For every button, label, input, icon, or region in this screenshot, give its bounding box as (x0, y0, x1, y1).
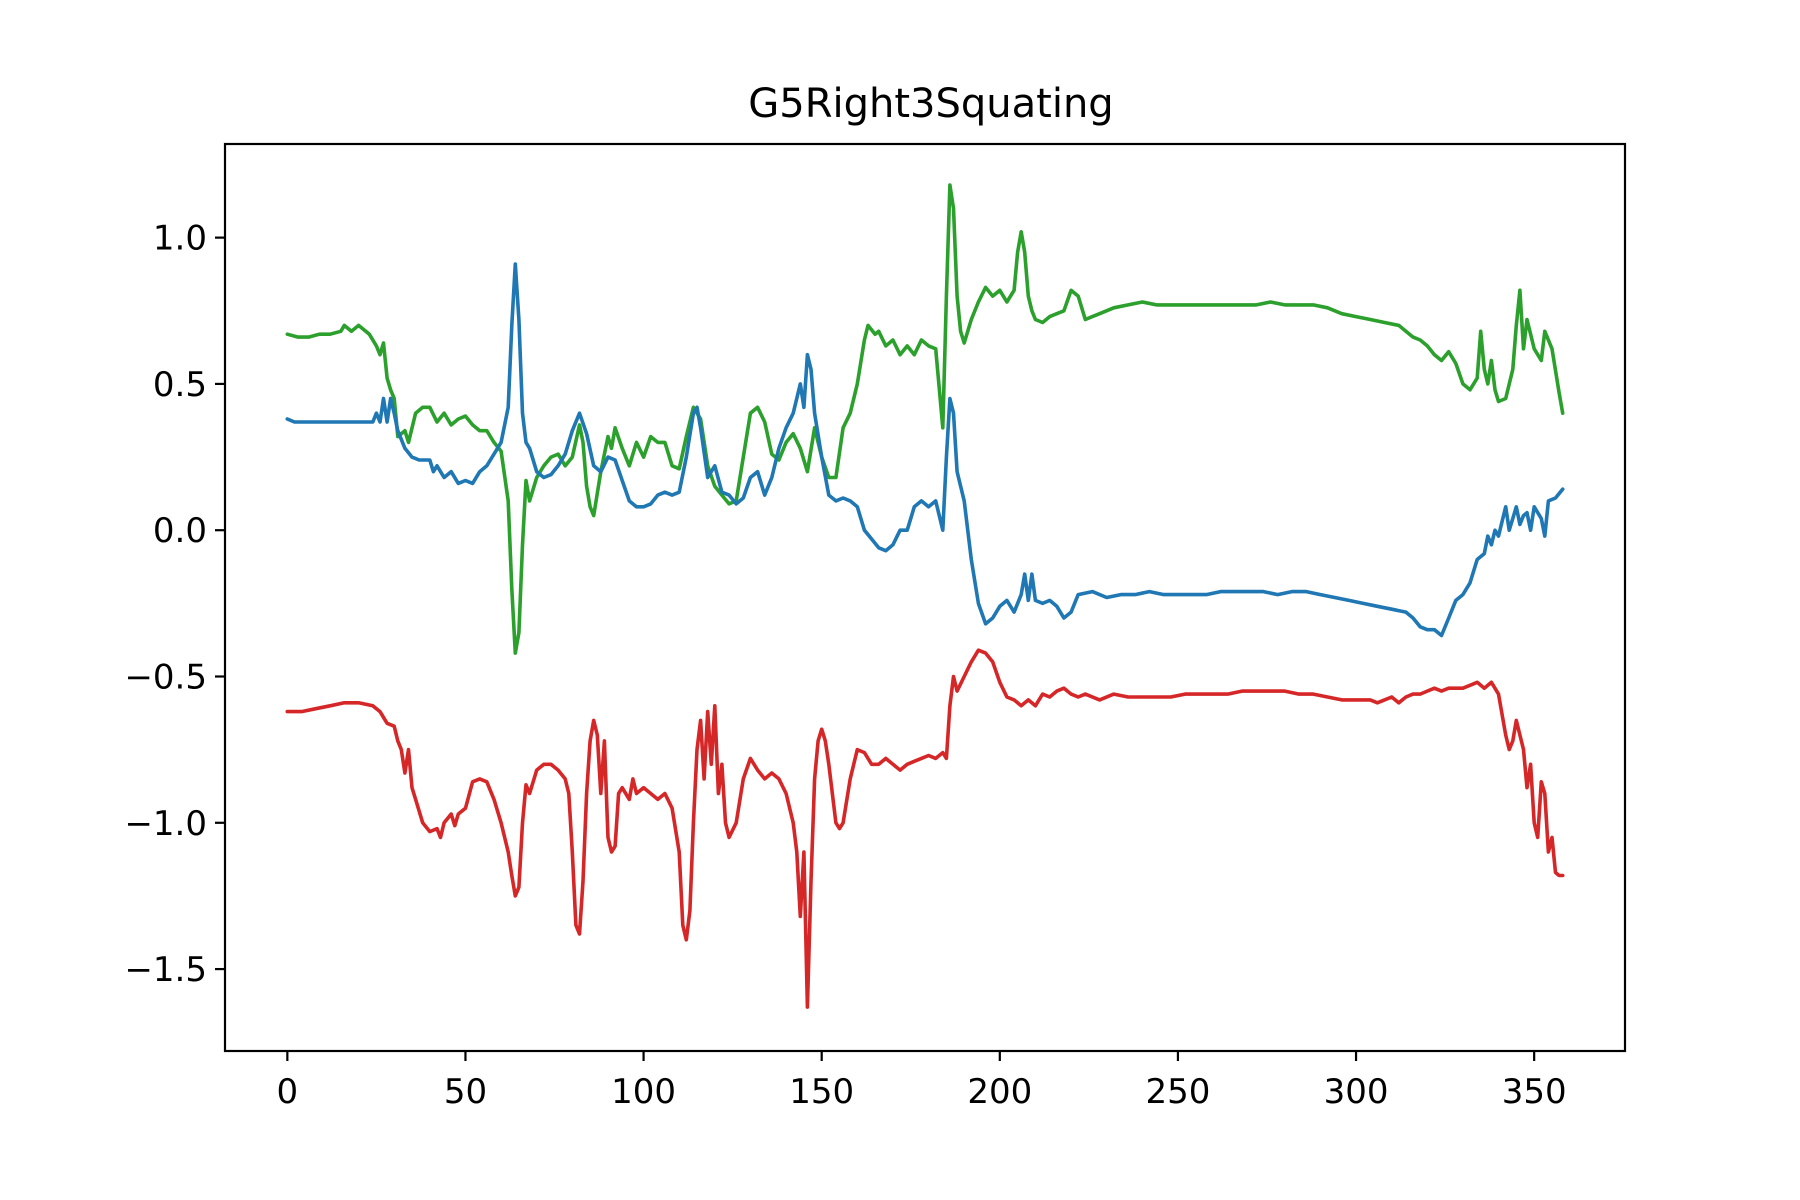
x-tick-label: 300 (1324, 1072, 1389, 1112)
y-axis: 1.0 0.5 0.0 −0.5 −1.0 −1.5 (124, 219, 225, 990)
y-tick-label: 0.0 (153, 511, 207, 551)
x-tick-label: 200 (967, 1072, 1032, 1112)
y-tick-label: 1.0 (153, 219, 207, 259)
y-tick-label: −1.5 (124, 950, 207, 990)
plot-frame (223, 142, 1627, 1053)
series-line-3 (285, 648, 1565, 1009)
y-tick-label: 0.5 (153, 365, 207, 405)
x-tick-label: 350 (1502, 1072, 1567, 1112)
x-tick-label: 150 (789, 1072, 854, 1112)
y-tick-label: −0.5 (124, 657, 207, 697)
series-line-2 (285, 262, 1565, 638)
x-tick-label: 100 (611, 1072, 676, 1112)
x-tick-label: 250 (1145, 1072, 1210, 1112)
y-tick-label: −1.0 (124, 804, 207, 844)
chart-title: G5Right3Squating (748, 81, 1113, 127)
series-line-1 (285, 183, 1565, 655)
series-layer (285, 183, 1565, 1009)
x-tick-label: 0 (277, 1072, 299, 1112)
x-axis: 0 50 100 150 200 250 300 350 (277, 1051, 1567, 1112)
x-tick-label: 50 (444, 1072, 487, 1112)
